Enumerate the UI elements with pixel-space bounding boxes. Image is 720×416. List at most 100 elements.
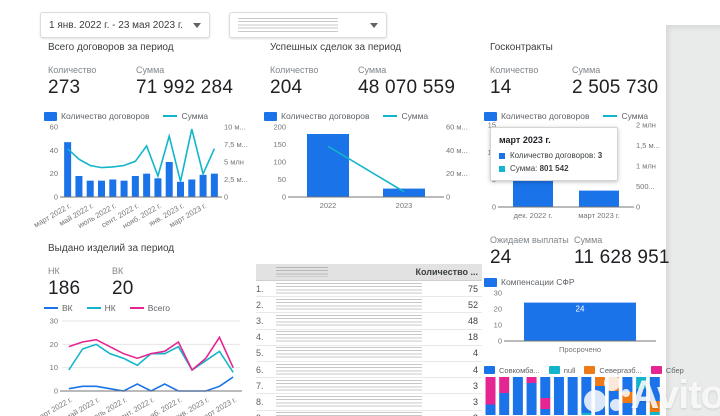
table-row[interactable]: 6. 4 xyxy=(256,362,482,379)
legend-item[interactable]: Сумма xyxy=(603,111,648,121)
stacked-bar-segment[interactable] xyxy=(595,386,606,415)
bar[interactable] xyxy=(383,188,425,197)
stacked-bar-segment[interactable] xyxy=(622,392,633,403)
bar[interactable] xyxy=(177,181,184,197)
stacked-bar-segment[interactable] xyxy=(636,389,647,415)
y-axis-tick: 0 xyxy=(54,387,58,396)
legend-item[interactable]: Количество договоров xyxy=(484,111,589,121)
x-axis-label: 2022 xyxy=(320,201,337,210)
legend-item[interactable]: НК xyxy=(86,303,116,313)
legend-item[interactable]: Всего xyxy=(129,303,170,313)
bar[interactable] xyxy=(143,173,151,197)
legend-swatch-icon xyxy=(650,366,662,374)
stacked-bar-segment[interactable] xyxy=(622,377,633,392)
redacted-cell xyxy=(276,282,422,295)
row-index: 3. xyxy=(256,315,264,326)
legend-item[interactable]: Количество договоров xyxy=(264,111,369,121)
stacked-bar-segment[interactable] xyxy=(512,377,523,415)
legend-item[interactable]: Совкомба... xyxy=(484,366,540,375)
bar[interactable] xyxy=(524,302,636,341)
scorecard-items-issued: Выдано изделий за период НК 186 ВК 20 xyxy=(48,243,176,300)
stacked-bar-segment[interactable] xyxy=(485,377,496,405)
bar[interactable] xyxy=(86,180,94,197)
bar[interactable] xyxy=(98,180,105,197)
chart-deals-yearly[interactable]: Количество договоров Сумма 0 50 100 150 200 0 20… xyxy=(264,110,472,213)
date-range-control[interactable]: 1 янв. 2022 г. - 23 мая 2023 г. xyxy=(40,12,210,38)
line-series[interactable] xyxy=(68,335,234,372)
bar[interactable] xyxy=(109,179,117,198)
stacked-bar-segment[interactable] xyxy=(581,377,592,413)
bar[interactable] xyxy=(307,134,349,197)
legend-item[interactable]: Сумма xyxy=(163,111,208,121)
chart-contracts-monthly[interactable]: Количество договоров Сумма 0 20 40 60 0 2,5 м..… xyxy=(32,110,248,230)
table-row[interactable]: 2. 52 xyxy=(256,297,482,314)
dropdown-caret-icon xyxy=(193,22,201,28)
filter-dropdown-control[interactable] xyxy=(229,12,387,38)
redacted-cell xyxy=(276,379,422,392)
table-row[interactable]: 7. 3 xyxy=(256,378,482,395)
legend-item[interactable]: Сбер xyxy=(650,365,684,375)
stacked-bar-segment[interactable] xyxy=(649,377,660,401)
stacked-bar-segment[interactable] xyxy=(608,391,619,415)
table-row[interactable]: 9.3 xyxy=(256,411,482,416)
table-header: Количество ... xyxy=(256,264,482,281)
bar[interactable] xyxy=(579,190,619,207)
legend-label: Сбер xyxy=(665,365,684,375)
data-table[interactable]: Количество ... 1. 75 2. 52 3. 48 4. 18 5. 4 6. 4 7. 3… xyxy=(256,264,482,416)
stacked-bar-segment[interactable] xyxy=(595,377,606,386)
stacked-bar-segment[interactable] xyxy=(636,377,647,389)
stacked-bar-segment[interactable] xyxy=(540,409,551,415)
stacked-bar-segment[interactable] xyxy=(526,377,537,383)
legend-item[interactable]: ВК xyxy=(44,303,73,313)
stacked-bar-segment[interactable] xyxy=(540,377,551,398)
stacked-bar-segment[interactable] xyxy=(499,377,510,393)
bar[interactable] xyxy=(165,162,173,197)
page-background xyxy=(666,25,720,416)
legend-swatch-icon xyxy=(163,115,178,117)
legend-item[interactable]: Компенсации СФР xyxy=(484,277,575,287)
legend-item[interactable]: Количество договоров xyxy=(44,111,149,121)
y-axis-tick: 200 xyxy=(273,123,286,132)
legend-label: Сумма xyxy=(181,111,209,121)
row-value: 18 xyxy=(467,332,478,343)
chart-sfr-compensations[interactable]: Компенсации СФР 0 10 20 30 24 Просрочено xyxy=(484,276,662,359)
legend-item[interactable]: Сумма xyxy=(383,111,428,121)
bar[interactable] xyxy=(131,176,139,197)
row-value: 48 xyxy=(467,315,478,326)
bar[interactable] xyxy=(188,179,196,198)
table-row[interactable]: 1. 75 xyxy=(256,281,482,298)
bar[interactable] xyxy=(210,173,218,197)
stacked-bar-segment[interactable] xyxy=(553,377,564,415)
chart-items-issued[interactable]: ВК НК Всего 0 10 20 30 март 2022 г. май 2022 г. и… xyxy=(33,302,248,416)
bar[interactable] xyxy=(154,178,162,197)
stacked-bar-segment[interactable] xyxy=(622,403,633,415)
stacked-bar-segment[interactable] xyxy=(526,383,537,415)
legend-item[interactable]: null xyxy=(548,366,575,375)
stacked-bar-segment[interactable] xyxy=(649,401,660,412)
table-row[interactable]: 3. 48 xyxy=(256,313,482,330)
table-row[interactable]: 4. 18 xyxy=(256,330,482,346)
stacked-bar-segment[interactable] xyxy=(567,377,578,415)
bar[interactable] xyxy=(199,174,207,197)
stacked-bar-segment[interactable] xyxy=(649,412,660,415)
line-series[interactable] xyxy=(68,376,234,392)
table-row[interactable]: 8. 3 xyxy=(256,394,482,411)
stacked-bar-segment[interactable] xyxy=(499,393,510,415)
legend-label: Компенсации СФР xyxy=(501,277,575,287)
y-axis-tick: 0 xyxy=(54,193,58,202)
stacked-bar-segment[interactable] xyxy=(540,398,551,409)
bar[interactable] xyxy=(120,180,128,197)
legend-item[interactable]: Севергазб... xyxy=(584,366,642,375)
stacked-bar-segment[interactable] xyxy=(581,413,592,415)
metric-value: 48 070 559 xyxy=(358,77,456,98)
metric-label: Сумма xyxy=(572,65,601,75)
bar[interactable] xyxy=(75,176,83,197)
table-row[interactable]: 5. 4 xyxy=(256,346,482,362)
bar[interactable] xyxy=(64,142,72,197)
y-axis-tick: 1 млн xyxy=(636,162,656,171)
stacked-bar-segment[interactable] xyxy=(485,404,496,416)
chart-banks-stacked[interactable]: Совкомба... null Севергазб... Сбер xyxy=(484,364,684,416)
stacked-bar-segment[interactable] xyxy=(608,377,619,391)
metric-label: НК xyxy=(48,266,60,276)
y-axis-tick: 60 xyxy=(50,123,58,132)
